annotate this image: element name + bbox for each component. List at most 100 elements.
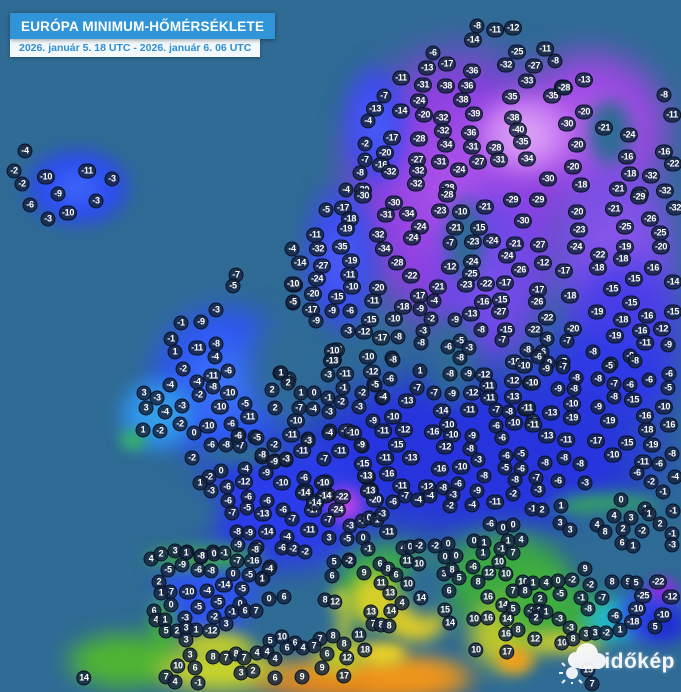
temp-label: -4 [162, 377, 178, 393]
temp-label: -19 [587, 304, 607, 320]
temp-label: 1 [254, 571, 270, 587]
temp-label: -3 [320, 367, 336, 383]
temp-label: -1 [665, 503, 681, 519]
temp-label: -16 [635, 408, 655, 424]
temp-label: -6 [382, 371, 398, 387]
temp-label: -6 [641, 372, 657, 388]
temp-label: 1 [412, 363, 428, 379]
temp-label: -10 [198, 418, 218, 434]
temp-label: -8 [390, 329, 406, 345]
temp-label: -2 [598, 625, 614, 641]
temp-label: -6 [550, 473, 566, 489]
temp-label: 6 [279, 640, 295, 656]
temp-label: -9 [324, 303, 340, 319]
temp-label: -25 [650, 225, 670, 241]
temp-label: -24 [566, 239, 586, 255]
temp-label: -32 [641, 168, 661, 184]
temp-label: 5 [647, 619, 663, 635]
temp-label: -15 [663, 304, 681, 320]
temp-label: -20 [567, 204, 587, 220]
temp-label: -11 [374, 423, 392, 439]
temp-label: -33 [517, 73, 537, 89]
temp-label: -8 [413, 335, 429, 351]
temp-label: -8 [556, 450, 572, 466]
temp-label: -3 [664, 537, 680, 553]
temp-label: -7 [442, 235, 458, 251]
temp-label: 0 [163, 597, 179, 613]
temp-label: -17 [437, 56, 457, 72]
temp-label: 6 [319, 646, 335, 662]
temp-label: -31 [462, 139, 482, 155]
logo-text: időkép [604, 650, 675, 673]
temp-label: -5 [237, 396, 253, 412]
temp-label: -10 [178, 584, 198, 600]
temp-label: -8 [537, 455, 553, 471]
temp-label: -18 [623, 614, 643, 630]
temp-label: -18 [588, 260, 608, 276]
temp-label: 1 [625, 538, 641, 554]
temp-label: -30 [384, 195, 404, 211]
temp-label: 0 [261, 591, 277, 607]
temp-label: -3 [174, 398, 190, 414]
temp-label: 3 [623, 510, 639, 526]
temp-label: -5 [239, 500, 255, 516]
temp-label: -12 [201, 623, 221, 639]
temp-label: 0 [306, 385, 322, 401]
temp-label: 4 [606, 508, 622, 524]
temp-label: -14 [663, 274, 681, 290]
temp-label: -4 [199, 583, 215, 599]
temp-label: -13 [503, 389, 523, 405]
temp-label: -2 [564, 572, 580, 588]
temp-label: -15 [469, 220, 489, 236]
temp-label: -9 [174, 557, 190, 573]
temp-label: -31 [413, 77, 433, 93]
temp-label: -10 [343, 425, 363, 441]
temp-label: -8 [547, 53, 563, 69]
temp-label: -31 [376, 207, 396, 223]
temp-label: -36 [460, 125, 480, 141]
temp-label: 1 [553, 498, 569, 514]
temp-label: 4 [394, 595, 410, 611]
temp-label: 3 [138, 400, 154, 416]
temp-label: -5 [660, 380, 676, 396]
temp-label: 10 [498, 566, 514, 582]
temp-label: -4 [375, 389, 391, 405]
temp-label: -22 [476, 276, 496, 292]
temp-label: -38 [436, 78, 456, 94]
temp-label: -2 [14, 176, 30, 192]
temp-label: -10 [342, 279, 362, 295]
temp-label: -18 [637, 422, 657, 438]
temp-label: -6 [219, 479, 235, 495]
temp-label: 2 [534, 502, 550, 518]
temp-label: -2 [505, 486, 521, 502]
temp-label: 13 [382, 585, 398, 601]
temp-label: 6 [276, 589, 292, 605]
temp-label: -3 [551, 611, 567, 627]
temp-label: 2 [615, 521, 631, 537]
temp-label: -16 [654, 144, 674, 160]
temp-label: -8 [476, 468, 492, 484]
temp-label: -6 [465, 559, 481, 575]
temp-label: 10 [170, 658, 186, 674]
temp-label: -10 [504, 415, 524, 431]
temp-label: -1 [190, 675, 206, 691]
temp-label: -11 [460, 402, 478, 418]
temp-label: 5 [451, 570, 467, 586]
temp-label: -2 [643, 474, 659, 490]
temp-label: -25 [633, 588, 653, 604]
temp-label: -2 [172, 416, 188, 432]
temp-label: -6 [22, 197, 38, 213]
temp-label: 12 [327, 594, 343, 610]
temp-label: -9 [660, 337, 676, 353]
temp-label: -2 [442, 498, 458, 514]
temp-label: -6 [530, 349, 546, 365]
temp-label: -20 [651, 239, 671, 255]
temp-label: -20 [574, 104, 594, 120]
temp-label: -11 [300, 522, 318, 538]
temp-label: 7 [584, 676, 600, 692]
temp-label: 7 [248, 603, 264, 619]
temp-label: -23 [430, 203, 450, 219]
temp-label: -10 [358, 349, 378, 365]
temp-label: -9 [50, 186, 66, 202]
